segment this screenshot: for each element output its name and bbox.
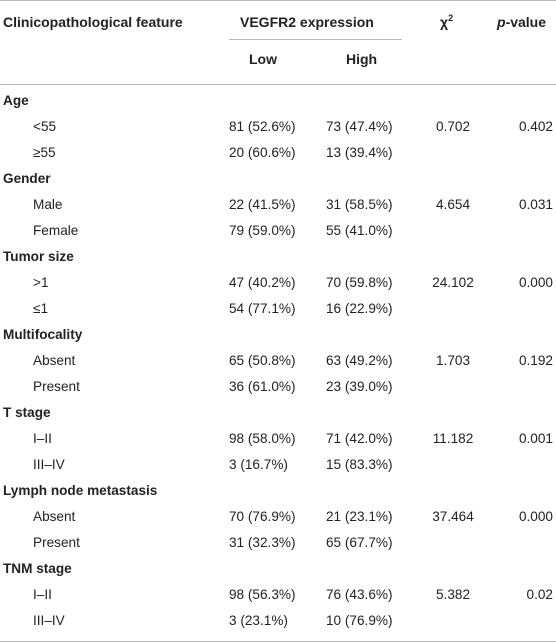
row-label: Present — [33, 535, 80, 550]
group-row-gender: Gender — [0, 166, 556, 192]
table-row: Present 36 (61.0%) 23 (39.0%) — [0, 374, 556, 400]
p-value: 0.402 — [518, 119, 553, 134]
low-value: 81 (52.6%) — [229, 119, 296, 134]
high-value: 65 (67.7%) — [326, 535, 393, 550]
row-label: III–IV — [33, 457, 65, 472]
header-group-underline — [229, 39, 402, 40]
group-label: TNM stage — [3, 561, 72, 576]
header-p-value: p-value — [497, 12, 546, 32]
group-row-age: Age — [0, 88, 556, 114]
group-row-multifocality: Multifocality — [0, 322, 556, 348]
high-value: 13 (39.4%) — [326, 145, 393, 160]
high-value: 70 (59.8%) — [326, 275, 393, 290]
high-value: 15 (83.3%) — [326, 457, 393, 472]
group-label: Tumor size — [3, 249, 74, 264]
p-value: 0.02 — [526, 587, 553, 602]
header-chi-square: χ2 — [440, 12, 453, 32]
high-value: 10 (76.9%) — [326, 613, 393, 628]
header-vegfr2-expression: VEGFR2 expression — [240, 14, 374, 30]
table-row: Present 31 (32.3%) 65 (67.7%) — [0, 530, 556, 556]
header-low: Low — [249, 51, 277, 67]
table-row: III–IV 3 (16.7%) 15 (83.3%) — [0, 452, 556, 478]
high-value: 16 (22.9%) — [326, 301, 393, 316]
chi-square-value: 4.654 — [435, 197, 471, 212]
header-feature: Clinicopathological feature — [3, 14, 183, 30]
p-value: 0.000 — [518, 275, 553, 290]
high-value: 71 (42.0%) — [326, 431, 393, 446]
low-value: 20 (60.6%) — [229, 145, 296, 160]
header-divider-top — [0, 0, 556, 1]
chi-square-value: 24.102 — [432, 275, 474, 290]
low-value: 98 (58.0%) — [229, 431, 296, 446]
low-value: 36 (61.0%) — [229, 379, 296, 394]
group-label: T stage — [3, 405, 51, 420]
table-row: ≤1 54 (77.1%) 16 (22.9%) — [0, 296, 556, 322]
high-value: 63 (49.2%) — [326, 353, 393, 368]
row-label: Female — [33, 223, 79, 238]
table-row: Male 22 (41.5%) 31 (58.5%) 4.654 0.031 — [0, 192, 556, 218]
row-label: III–IV — [33, 613, 65, 628]
chi-square-value: 37.464 — [432, 509, 474, 524]
table-row: ≥55 20 (60.6%) 13 (39.4%) — [0, 140, 556, 166]
row-label: ≥55 — [33, 145, 56, 160]
p-value: 0.192 — [518, 353, 553, 368]
header-high: High — [346, 51, 378, 67]
group-row-tnm-stage: TNM stage — [0, 556, 556, 582]
table-row: >1 47 (40.2%) 70 (59.8%) 24.102 0.000 — [0, 270, 556, 296]
row-label: Absent — [33, 509, 76, 524]
group-label: Lymph node metastasis — [3, 483, 158, 498]
table-row: I–II 98 (56.3%) 76 (43.6%) 5.382 0.02 — [0, 582, 556, 608]
low-value: 70 (76.9%) — [229, 509, 296, 524]
low-value: 3 (16.7%) — [229, 457, 288, 472]
chi-square-value: 5.382 — [435, 587, 471, 602]
chi-symbol: χ — [440, 14, 449, 30]
low-value: 54 (77.1%) — [229, 301, 296, 316]
row-label: Present — [33, 379, 80, 394]
group-label: Gender — [3, 171, 51, 186]
table-row: Female 79 (59.0%) 55 (41.0%) — [0, 218, 556, 244]
row-label: ≤1 — [33, 301, 49, 316]
table-row: Absent 70 (76.9%) 21 (23.1%) 37.464 0.000 — [0, 504, 556, 530]
row-label: Male — [33, 197, 63, 212]
p-value: 0.000 — [518, 509, 553, 524]
low-value: 31 (32.3%) — [229, 535, 296, 550]
p-value: 0.031 — [518, 197, 553, 212]
row-label: Absent — [33, 353, 76, 368]
row-label: I–II — [33, 431, 52, 446]
header-divider-bottom — [0, 84, 556, 85]
table-row: <55 81 (52.6%) 73 (47.4%) 0.702 0.402 — [0, 114, 556, 140]
chi-square-value: 1.703 — [435, 353, 471, 368]
low-value: 47 (40.2%) — [229, 275, 296, 290]
p-value: 0.001 — [518, 431, 553, 446]
low-value: 3 (23.1%) — [229, 613, 288, 628]
group-row-t-stage: T stage — [0, 400, 556, 426]
high-value: 31 (58.5%) — [326, 197, 393, 212]
high-value: 23 (39.0%) — [326, 379, 393, 394]
low-value: 22 (41.5%) — [229, 197, 296, 212]
low-value: 79 (59.0%) — [229, 223, 296, 238]
group-row-tumor-size: Tumor size — [0, 244, 556, 270]
group-label: Multifocality — [3, 327, 83, 342]
high-value: 76 (43.6%) — [326, 587, 393, 602]
group-row-lymph-node-metastasis: Lymph node metastasis — [0, 478, 556, 504]
chi-square-value: 0.702 — [435, 119, 471, 134]
p-letter: p — [497, 14, 506, 30]
group-label: Age — [3, 93, 29, 108]
low-value: 65 (50.8%) — [229, 353, 296, 368]
chi-exponent: 2 — [448, 13, 454, 23]
table-row: III–IV 3 (23.1%) 10 (76.9%) — [0, 608, 556, 634]
table-row: I–II 98 (58.0%) 71 (42.0%) 11.182 0.001 — [0, 426, 556, 452]
high-value: 73 (47.4%) — [326, 119, 393, 134]
row-label: <55 — [33, 119, 57, 134]
chi-square-value: 11.182 — [432, 431, 474, 446]
low-value: 98 (56.3%) — [229, 587, 296, 602]
high-value: 21 (23.1%) — [326, 509, 393, 524]
row-label: I–II — [33, 587, 52, 602]
high-value: 55 (41.0%) — [326, 223, 393, 238]
row-label: >1 — [33, 275, 49, 290]
p-suffix: -value — [505, 14, 547, 30]
table-row: Absent 65 (50.8%) 63 (49.2%) 1.703 0.192 — [0, 348, 556, 374]
